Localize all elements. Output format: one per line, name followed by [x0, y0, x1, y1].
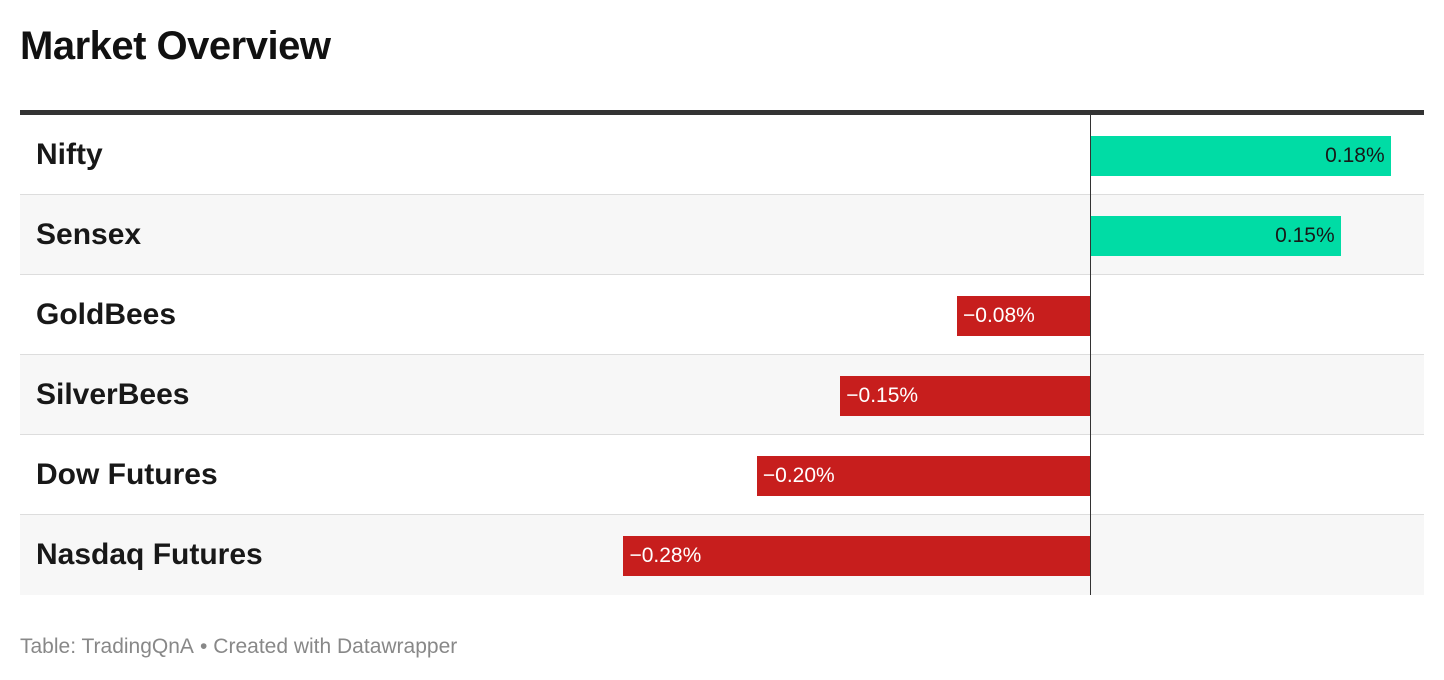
row-label: Nasdaq Futures: [36, 538, 263, 571]
row-label: GoldBees: [36, 298, 177, 331]
table-row: Nifty 0.18%: [20, 115, 1424, 195]
bar-area: −0.20%: [390, 435, 1424, 515]
bar-value-label: 0.18%: [1325, 144, 1385, 167]
bar-value-label: −0.20%: [762, 464, 835, 487]
table-row: Dow Futures −0.20%: [20, 435, 1424, 515]
table-row: Nasdaq Futures −0.28%: [20, 515, 1424, 595]
zero-line: [1090, 115, 1092, 195]
footer-credit: Created with Datawrapper: [213, 635, 458, 658]
bar-value-label: −0.15%: [846, 384, 919, 407]
header-rule: [20, 110, 1424, 115]
table-row: SilverBees −0.15%: [20, 355, 1424, 435]
bar-area: −0.28%: [390, 515, 1424, 595]
row-label: SilverBees: [36, 378, 190, 411]
bar-area: −0.15%: [390, 355, 1424, 435]
zero-line: [1090, 355, 1092, 435]
bar-negative: [840, 376, 1091, 416]
bar-positive: [1090, 216, 1341, 256]
bar-area: 0.18%: [390, 115, 1424, 195]
bar-negative: [623, 536, 1091, 576]
bar-negative: [957, 296, 1091, 336]
table-row: GoldBees −0.08%: [20, 275, 1424, 355]
bar-value-label: −0.08%: [963, 304, 1035, 327]
bar-value-label: −0.28%: [629, 544, 702, 567]
bar-area: 0.15%: [390, 195, 1424, 275]
bar-positive: [1090, 136, 1391, 176]
footer-separator: •: [199, 635, 208, 658]
row-label: Sensex: [36, 218, 142, 251]
footer: Table: TradingQnA • Created with Datawrapp…: [20, 634, 457, 660]
bar-value-label: 0.15%: [1275, 224, 1335, 247]
chart-title: Market Overview: [20, 24, 331, 68]
footer-source: Table: TradingQnA: [20, 635, 194, 658]
row-label: Dow Futures: [36, 458, 218, 491]
bar-table: Nifty 0.18% Sensex 0.15% GoldBees −0.08% Silve…: [20, 115, 1424, 595]
zero-line: [1090, 515, 1092, 595]
table-row: Sensex 0.15%: [20, 195, 1424, 275]
zero-line: [1090, 435, 1092, 515]
row-label: Nifty: [36, 138, 103, 171]
bar-negative: [756, 456, 1091, 496]
zero-line: [1090, 275, 1092, 355]
zero-line: [1090, 195, 1092, 275]
bar-area: −0.08%: [390, 275, 1424, 355]
